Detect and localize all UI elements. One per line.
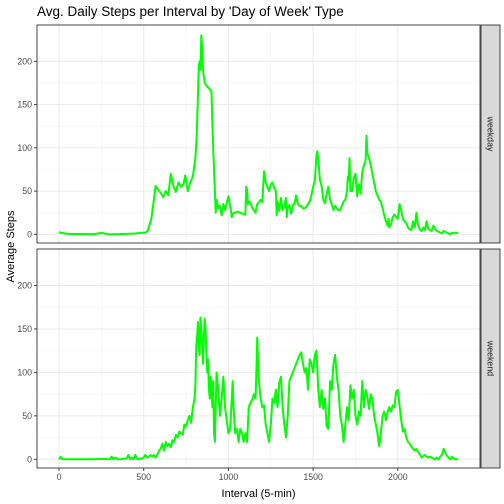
y-tick-label: 150 (17, 100, 32, 110)
y-tick-label: 50 (22, 411, 32, 421)
x-axis-title: Interval (5-min) (222, 488, 296, 500)
y-tick-label: 100 (17, 367, 32, 377)
panel-weekday: 0 50 100 150 200 weekday (17, 25, 500, 243)
y-tick-label: 200 (17, 56, 32, 66)
y-tick-label: 200 (17, 281, 32, 291)
x-tick-label: 2000 (388, 472, 408, 482)
x-tick-label: 500 (136, 472, 151, 482)
x-tick-label: 1000 (219, 472, 239, 482)
panel-background (37, 25, 480, 243)
y-tick-label: 50 (22, 186, 32, 196)
y-tick-label: 150 (17, 324, 32, 334)
panel-weekend: 0 50 100 150 200 weekend (17, 249, 500, 468)
chart-title: Avg. Daily Steps per Interval by 'Day of… (37, 4, 344, 19)
strip-label-weekday: weekday (486, 116, 496, 152)
x-tick-label: 0 (57, 472, 62, 482)
y-axis-title: Average Steps (5, 210, 17, 282)
x-tick-label: 1500 (303, 472, 323, 482)
y-tick-label: 100 (17, 143, 32, 153)
y-tick-label: 0 (27, 454, 32, 464)
strip-label-weekend: weekend (486, 340, 496, 376)
y-tick-label: 0 (27, 229, 32, 239)
